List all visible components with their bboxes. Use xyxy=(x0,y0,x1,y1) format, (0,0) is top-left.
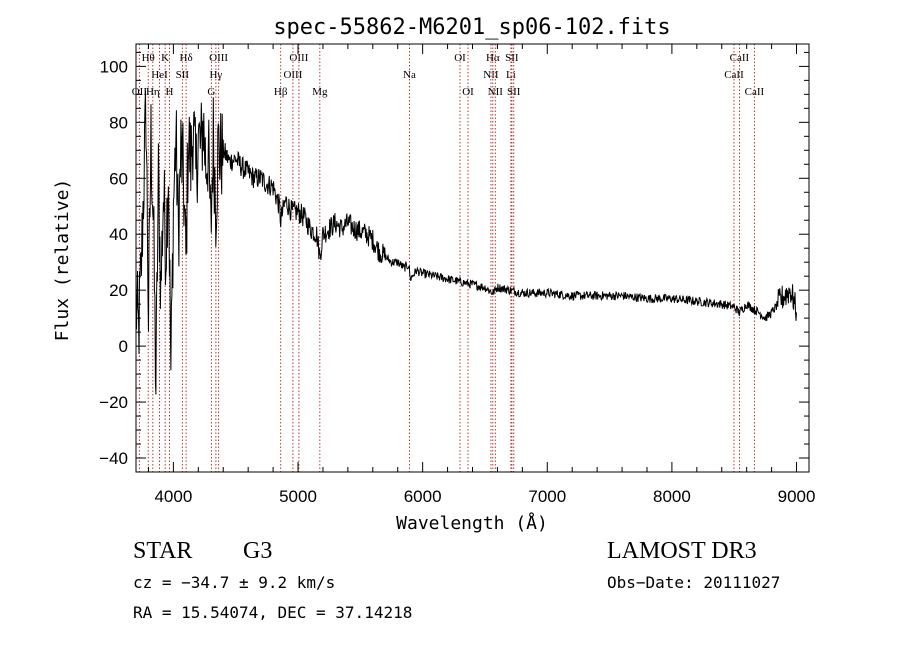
y-tick-label: 80 xyxy=(109,113,128,132)
line-marker-label-26: CaII xyxy=(745,86,765,98)
x-tick-label: 5000 xyxy=(279,487,317,506)
line-marker-label-2: Hη xyxy=(146,86,160,98)
y-tick-label: 40 xyxy=(109,225,128,244)
y-tick-label: −20 xyxy=(99,393,128,412)
line-marker-label-16: OI xyxy=(454,52,466,64)
x-tick-label: 8000 xyxy=(653,487,691,506)
coords-text: RA = 15.54074, DEC = 37.14218 xyxy=(133,603,413,622)
y-tick-label: 0 xyxy=(119,337,128,356)
line-marker-label-7: Hδ xyxy=(180,52,193,64)
line-marker-label-24: CaII xyxy=(724,69,744,81)
line-marker-label-20: NII xyxy=(488,86,504,98)
line-marker-label-8: G xyxy=(207,86,215,98)
x-tick-label: 7000 xyxy=(528,487,566,506)
flux-series-line xyxy=(135,90,797,395)
line-marker-label-13: OIII xyxy=(289,52,308,64)
y-axis-label: Flux (relative) xyxy=(52,179,73,342)
line-marker-label-9: Hγ xyxy=(209,69,222,81)
x-tick-label: 6000 xyxy=(404,487,442,506)
line-marker-label-23: SII xyxy=(507,86,521,98)
chart-title: spec-55862-M6201_sp06-102.fits xyxy=(273,15,670,40)
obs-date-text: Obs−Date: 20111027 xyxy=(607,573,781,592)
survey-label: LAMOST DR3 xyxy=(607,538,757,564)
x-axis-label: Wavelength (Å) xyxy=(396,512,548,534)
y-tick-label: −40 xyxy=(99,449,128,468)
plot-frame xyxy=(135,43,810,473)
line-marker-label-5: H xyxy=(166,86,174,98)
line-marker-label-11: Hβ xyxy=(274,86,288,98)
y-tick-label: 60 xyxy=(109,169,128,188)
spectral-line-markers: OIIHθHηHeIKHSIIHδGHγOIIIHβOIIIOIIIMgNaOI… xyxy=(132,44,765,472)
x-tick-label: 9000 xyxy=(778,487,816,506)
line-marker-label-15: Na xyxy=(403,69,416,81)
line-marker-label-19: Hα xyxy=(486,52,500,64)
flux-series-group xyxy=(135,90,797,395)
line-marker-label-17: OI xyxy=(462,86,474,98)
subclass-label: G3 xyxy=(243,538,273,564)
line-marker-label-3: HeI xyxy=(151,69,168,81)
y-tick-label: 100 xyxy=(100,57,128,76)
line-marker-label-25: CaII xyxy=(730,52,750,64)
y-tick-label: 20 xyxy=(109,281,128,300)
line-marker-label-12: OIII xyxy=(283,69,302,81)
line-marker-label-1: Hθ xyxy=(142,52,155,64)
line-marker-label-22: SII xyxy=(505,52,519,64)
x-tick-label: 4000 xyxy=(154,487,192,506)
line-marker-label-6: SII xyxy=(176,69,190,81)
line-marker-label-18: NII xyxy=(483,69,499,81)
line-marker-label-10: OIII xyxy=(209,52,228,64)
line-marker-label-21: Li xyxy=(506,69,516,81)
line-marker-label-14: Mg xyxy=(312,86,328,98)
line-marker-label-4: K xyxy=(161,52,169,64)
class-label: STAR xyxy=(133,538,193,564)
axes: 4000 5000 6000 7000 8000 9000 −40 −20 0 20 40 60 80 1… xyxy=(99,44,815,506)
redshift-text: cz = −34.7 ± 9.2 km/s xyxy=(133,573,336,592)
